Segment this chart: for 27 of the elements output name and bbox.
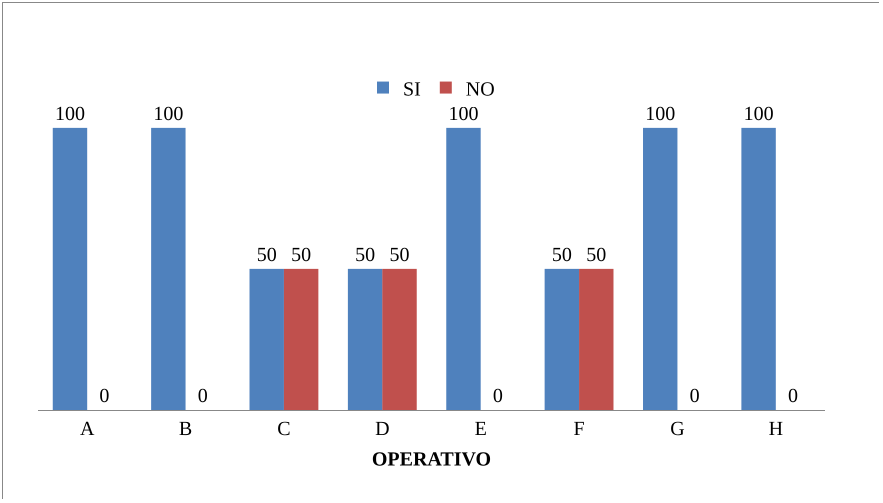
x-tick-label: D — [375, 418, 390, 440]
data-label: 50 — [552, 244, 572, 266]
legend-label: SI — [403, 78, 421, 100]
legend-label: NO — [466, 78, 495, 100]
data-label: 50 — [291, 244, 312, 266]
x-tick-label: G — [670, 418, 685, 440]
data-label: 0 — [690, 385, 700, 407]
x-axis-title: OPERATIVO — [372, 448, 492, 470]
x-tick-label: A — [80, 418, 95, 440]
data-label: 100 — [54, 102, 85, 125]
x-tick-label: H — [768, 418, 784, 440]
x-tick-label: E — [474, 418, 487, 440]
data-label: 100 — [448, 102, 478, 125]
data-label: 50 — [586, 244, 606, 266]
data-label: 0 — [99, 385, 110, 407]
data-label: 0 — [492, 385, 503, 407]
data-label: 50 — [355, 244, 376, 266]
data-label: 0 — [198, 385, 208, 407]
x-tick-label: B — [178, 418, 192, 440]
data-label: 100 — [645, 102, 676, 125]
data-label: 50 — [390, 244, 410, 266]
x-tick-label: C — [277, 418, 291, 440]
data-label: 50 — [256, 244, 277, 266]
data-label: 100 — [153, 102, 184, 125]
x-tick-label: F — [573, 418, 585, 440]
data-label: 100 — [744, 102, 774, 125]
data-label: 0 — [788, 385, 798, 407]
